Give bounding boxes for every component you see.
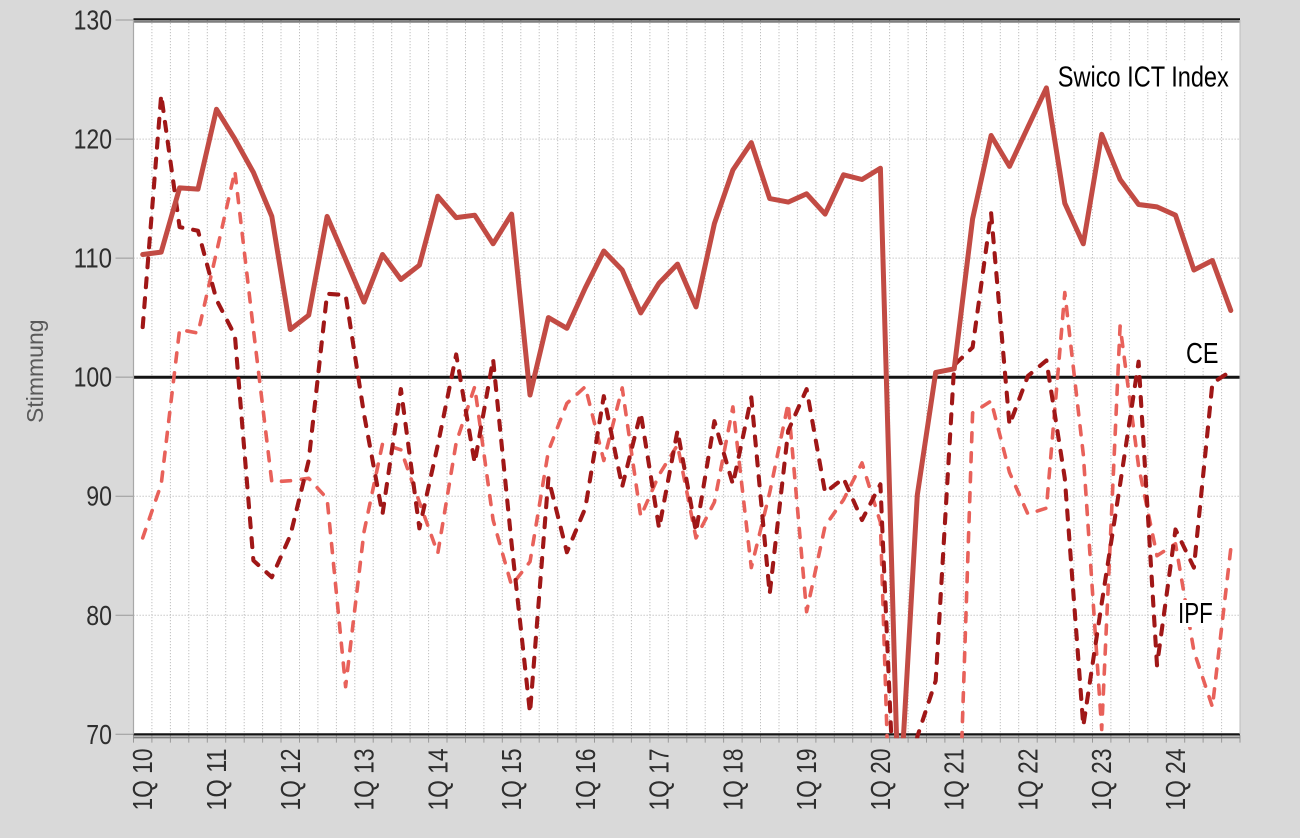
svg-text:1Q 15: 1Q 15 [496, 749, 527, 811]
svg-text:1Q 16: 1Q 16 [570, 749, 601, 811]
svg-text:1Q 17: 1Q 17 [644, 749, 675, 811]
svg-text:1Q 24: 1Q 24 [1160, 749, 1191, 811]
svg-text:120: 120 [74, 124, 112, 155]
svg-text:1Q 21: 1Q 21 [939, 749, 970, 811]
svg-text:1Q 12: 1Q 12 [275, 749, 306, 811]
svg-text:1Q 10: 1Q 10 [127, 749, 158, 811]
svg-text:80: 80 [86, 600, 112, 631]
svg-text:IPF: IPF [1178, 598, 1213, 630]
svg-text:110: 110 [74, 243, 112, 274]
svg-text:Swico ICT Index: Swico ICT Index [1058, 61, 1229, 93]
svg-text:130: 130 [74, 5, 112, 36]
svg-text:1Q 13: 1Q 13 [349, 749, 380, 811]
svg-text:1Q 22: 1Q 22 [1012, 749, 1043, 811]
svg-text:100: 100 [74, 362, 112, 393]
svg-text:1Q 14: 1Q 14 [422, 749, 453, 811]
svg-text:1Q 19: 1Q 19 [791, 749, 822, 811]
svg-text:1Q 11: 1Q 11 [201, 749, 232, 811]
svg-text:Stimmung: Stimmung [22, 319, 48, 423]
svg-text:1Q 20: 1Q 20 [865, 749, 896, 811]
svg-text:1Q 23: 1Q 23 [1086, 749, 1117, 811]
svg-text:90: 90 [86, 481, 112, 512]
svg-text:1Q 18: 1Q 18 [717, 749, 748, 811]
svg-text:CE: CE [1186, 338, 1219, 370]
svg-text:70: 70 [86, 719, 112, 750]
